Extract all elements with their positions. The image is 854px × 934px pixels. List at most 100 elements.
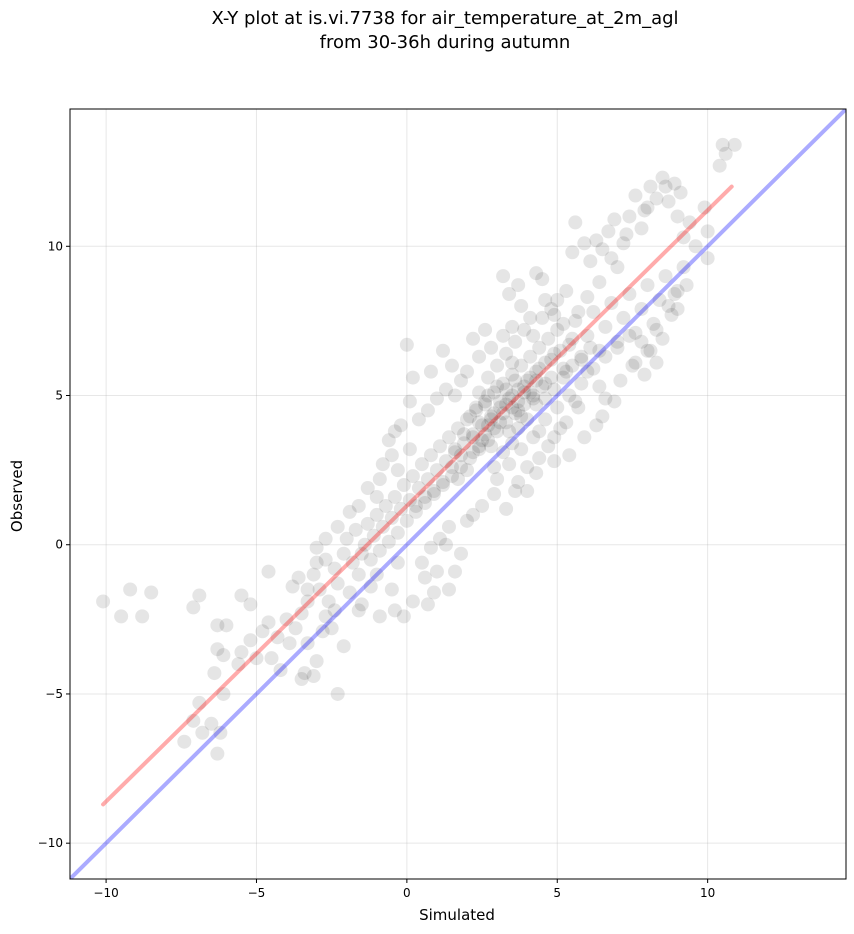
data-point xyxy=(511,421,526,436)
data-point xyxy=(559,415,574,430)
data-point xyxy=(444,358,459,373)
data-point xyxy=(550,322,565,337)
data-point xyxy=(526,391,541,406)
data-point xyxy=(577,236,592,251)
data-point xyxy=(511,403,526,418)
x-tick-label: 0 xyxy=(403,886,411,900)
data-point xyxy=(435,343,450,358)
data-point xyxy=(360,481,375,496)
data-point xyxy=(580,364,595,379)
data-point xyxy=(487,460,502,475)
data-point xyxy=(556,316,571,331)
data-point xyxy=(438,454,453,469)
grid xyxy=(70,109,846,879)
data-point xyxy=(640,278,655,293)
data-point xyxy=(514,298,529,313)
data-point xyxy=(517,322,532,337)
data-point xyxy=(622,287,637,302)
data-point xyxy=(616,310,631,325)
data-point xyxy=(261,564,276,579)
data-point xyxy=(216,648,231,663)
data-point xyxy=(447,442,462,457)
data-point xyxy=(502,457,517,472)
data-point xyxy=(366,528,381,543)
data-point xyxy=(523,349,538,364)
data-point xyxy=(381,534,396,549)
data-point xyxy=(652,293,667,308)
data-point xyxy=(562,448,577,463)
data-point xyxy=(297,666,312,681)
data-point xyxy=(231,657,246,672)
data-point xyxy=(670,301,685,316)
data-point xyxy=(384,448,399,463)
data-point xyxy=(535,310,550,325)
data-point xyxy=(487,406,502,421)
data-point xyxy=(562,388,577,403)
data-point xyxy=(475,498,490,513)
data-point xyxy=(216,686,231,701)
data-point xyxy=(532,340,547,355)
data-point xyxy=(487,487,502,501)
data-point xyxy=(679,278,694,293)
data-point xyxy=(429,391,444,406)
data-point xyxy=(649,322,664,337)
data-point xyxy=(327,561,342,576)
data-point xyxy=(676,260,691,275)
data-point xyxy=(532,361,547,376)
data-point xyxy=(466,331,481,346)
data-point xyxy=(496,269,511,284)
data-point xyxy=(628,355,643,370)
data-point xyxy=(604,251,619,266)
data-point xyxy=(210,746,225,761)
data-point xyxy=(207,666,222,681)
data-point xyxy=(396,609,411,624)
data-point xyxy=(547,346,562,361)
data-point xyxy=(610,340,625,355)
data-point xyxy=(402,394,417,409)
data-point xyxy=(658,269,673,284)
data-point xyxy=(508,406,523,421)
data-point xyxy=(517,379,532,394)
data-point xyxy=(490,472,505,487)
data-point xyxy=(505,400,520,415)
data-point xyxy=(306,567,321,582)
data-point xyxy=(432,531,447,546)
data-point xyxy=(637,367,652,382)
data-point xyxy=(330,576,345,591)
data-point xyxy=(345,555,360,570)
data-point xyxy=(213,725,228,740)
data-point xyxy=(234,588,249,603)
data-point xyxy=(300,582,315,597)
data-point xyxy=(592,379,607,394)
data-point xyxy=(523,370,538,385)
data-point xyxy=(505,319,520,334)
data-point xyxy=(490,424,505,439)
data-point xyxy=(559,364,574,379)
data-point xyxy=(502,391,517,406)
data-point xyxy=(429,463,444,478)
data-point xyxy=(414,555,429,570)
data-point xyxy=(363,552,378,567)
data-point xyxy=(372,609,387,624)
data-point xyxy=(544,370,559,385)
data-point xyxy=(192,588,207,603)
data-point xyxy=(306,669,321,684)
data-point xyxy=(697,200,712,215)
data-point xyxy=(529,266,544,281)
data-point xyxy=(135,609,150,624)
data-point xyxy=(315,624,330,639)
data-point xyxy=(547,430,562,445)
data-point xyxy=(580,290,595,305)
data-point xyxy=(454,448,469,463)
data-point xyxy=(484,409,499,424)
data-point xyxy=(426,484,441,499)
data-point xyxy=(580,328,595,343)
data-point xyxy=(496,328,511,343)
data-point xyxy=(520,373,535,388)
data-point xyxy=(195,725,210,740)
data-point xyxy=(447,564,462,579)
data-point xyxy=(598,349,613,364)
x-tick-label: −5 xyxy=(248,886,266,900)
data-point xyxy=(372,543,387,558)
reference-lines xyxy=(70,109,846,879)
